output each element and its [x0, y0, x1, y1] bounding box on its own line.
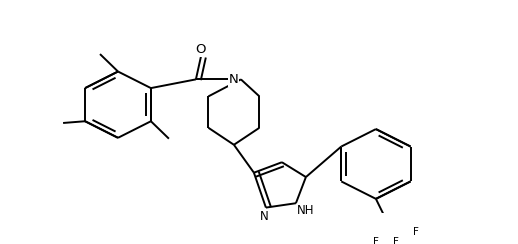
- Text: F: F: [373, 237, 379, 244]
- Text: F: F: [393, 237, 399, 244]
- Text: NH: NH: [297, 204, 314, 217]
- Text: F: F: [413, 227, 419, 237]
- Text: N: N: [229, 73, 239, 86]
- Text: N: N: [260, 210, 268, 223]
- Text: O: O: [196, 43, 206, 56]
